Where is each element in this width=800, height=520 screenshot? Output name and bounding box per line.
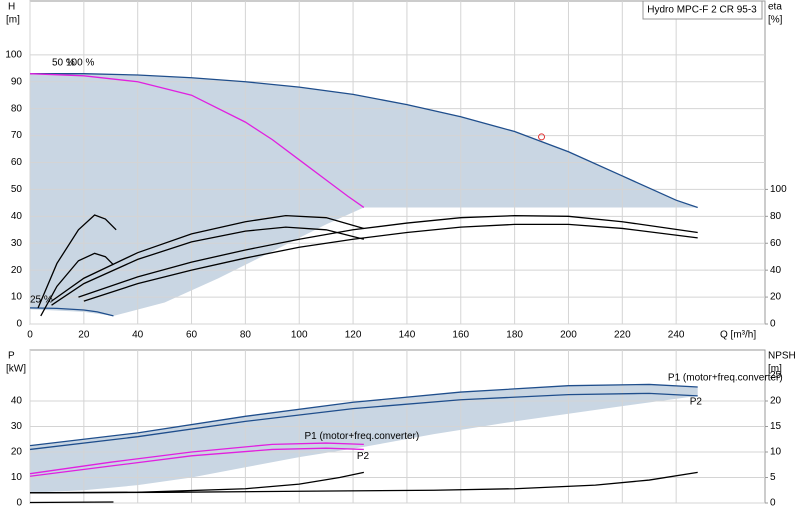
title-box — [642, 0, 763, 20]
y2-tick-label: 60 — [770, 238, 782, 249]
curve — [29, 392, 698, 451]
x-tick-label: 20 — [78, 330, 90, 341]
operating-range — [30, 384, 698, 493]
curve-label: P1 (motor+freq.converter) — [668, 373, 783, 384]
curve — [51, 226, 365, 306]
x-tick-label: 180 — [506, 330, 523, 341]
curve-label: 50 % — [52, 57, 75, 68]
y-tick-label: 10 — [11, 292, 23, 303]
y2-tick-label: 5 — [770, 472, 776, 483]
y-axis-unit: [m] — [6, 15, 20, 26]
y2-tick-label: 15 — [770, 421, 782, 432]
y-tick-label: 80 — [11, 103, 23, 114]
y2-tick-label: 25 — [770, 370, 782, 381]
y-axis-label: P — [8, 351, 15, 362]
y-tick-label: 10 — [11, 472, 23, 483]
y2-tick-label: 40 — [770, 265, 782, 276]
y-tick-label: 40 — [11, 396, 23, 407]
y2-tick-label: 100 — [770, 184, 787, 195]
y2-tick-label: 10 — [770, 447, 782, 458]
curve-label: 100 % — [66, 57, 94, 68]
x-tick-label: 80 — [240, 330, 252, 341]
y2-axis-unit: [m] — [768, 364, 782, 375]
curve — [29, 471, 698, 494]
curve — [78, 215, 698, 298]
curve — [29, 501, 114, 504]
x-tick-label: 100 — [291, 330, 308, 341]
curve — [30, 73, 698, 209]
curve — [29, 442, 364, 475]
curve — [29, 73, 365, 208]
curve-label: P2 — [690, 397, 703, 408]
x-tick-label: 160 — [452, 330, 469, 341]
x-tick-label: 240 — [668, 330, 685, 341]
y-tick-label: 40 — [11, 211, 23, 222]
y-axis-unit: [kW] — [6, 364, 26, 375]
y2-tick-label: 0 — [770, 498, 776, 509]
curve — [37, 214, 117, 309]
y2-axis-label: NPSH — [768, 351, 796, 362]
y-tick-label: 90 — [11, 76, 23, 87]
x-tick-label: 140 — [399, 330, 416, 341]
y-tick-label: 100 — [5, 49, 22, 60]
x-tick-label: 60 — [186, 330, 198, 341]
x-tick-label: 220 — [614, 330, 631, 341]
curve — [83, 223, 698, 302]
curve-label: P2 — [357, 451, 370, 462]
y2-tick-label: 0 — [770, 319, 776, 330]
curve — [51, 215, 365, 302]
chart-title: Hydro MPC-F 2 CR 95-3 — [647, 5, 757, 16]
y-tick-label: 20 — [11, 447, 23, 458]
operating-range — [30, 73, 698, 316]
x-axis-label: Q [m³/h] — [720, 330, 756, 341]
y2-axis-unit: [%] — [768, 15, 783, 26]
y2-axis-label: eta — [768, 2, 782, 13]
curve — [29, 383, 698, 447]
y-tick-label: 60 — [11, 157, 23, 168]
x-tick-label: 0 — [27, 330, 33, 341]
curve — [29, 471, 364, 494]
y-axis-label: H — [8, 2, 15, 13]
y2-tick-label: 80 — [770, 211, 782, 222]
y-tick-label: 0 — [16, 498, 22, 509]
curve — [29, 447, 364, 477]
y-tick-label: 20 — [11, 265, 23, 276]
y-tick-label: 30 — [11, 238, 23, 249]
curve-label: P1 (motor+freq.converter) — [304, 431, 419, 442]
y2-tick-label: 20 — [770, 396, 782, 407]
x-tick-label: 40 — [132, 330, 144, 341]
y-tick-label: 50 — [11, 184, 23, 195]
y-tick-label: 0 — [16, 319, 22, 330]
x-tick-label: 120 — [345, 330, 362, 341]
curve — [40, 252, 114, 317]
x-tick-label: 200 — [560, 330, 577, 341]
curve — [29, 307, 114, 317]
y-tick-label: 70 — [11, 130, 23, 141]
duty-point — [538, 133, 546, 141]
y2-tick-label: 20 — [770, 292, 782, 303]
y-tick-label: 30 — [11, 421, 23, 432]
